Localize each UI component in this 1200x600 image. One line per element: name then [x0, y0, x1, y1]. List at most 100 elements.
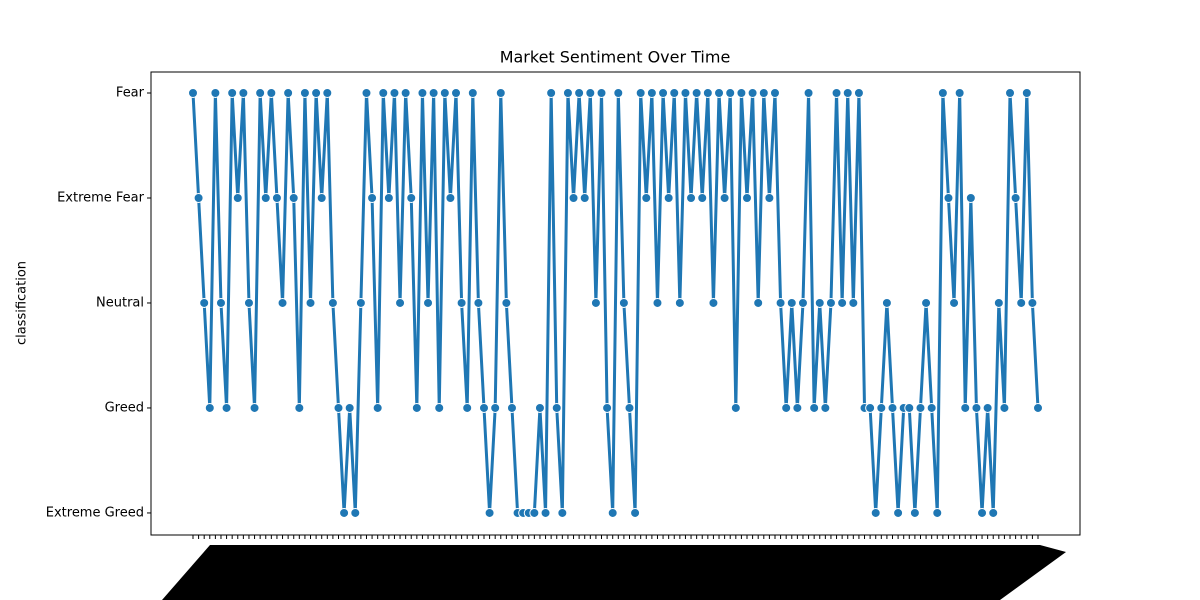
point	[243, 297, 254, 308]
point	[260, 192, 271, 203]
point	[451, 87, 462, 98]
point	[921, 297, 932, 308]
point	[478, 402, 489, 413]
point	[299, 87, 310, 98]
x-tick-labels-illegible	[162, 545, 1066, 600]
point	[579, 192, 590, 203]
point	[837, 297, 848, 308]
point	[266, 87, 277, 98]
point	[378, 87, 389, 98]
point	[680, 87, 691, 98]
chart-title: Market Sentiment Over Time	[500, 48, 731, 67]
point	[954, 87, 965, 98]
point	[641, 192, 652, 203]
y-tick-label: Greed	[105, 400, 144, 415]
series-line	[191, 92, 1040, 515]
point	[372, 402, 383, 413]
point	[473, 297, 484, 308]
point	[344, 402, 355, 413]
point	[881, 297, 892, 308]
point	[831, 87, 842, 98]
point	[322, 87, 333, 98]
point	[288, 192, 299, 203]
point	[1010, 192, 1021, 203]
point	[199, 297, 210, 308]
point	[232, 192, 243, 203]
point	[383, 192, 394, 203]
point	[574, 87, 585, 98]
point	[311, 87, 322, 98]
point	[1005, 87, 1016, 98]
point	[742, 192, 753, 203]
point	[215, 297, 226, 308]
y-tick-label: Extreme Greed	[46, 505, 144, 520]
point	[1016, 297, 1027, 308]
point	[283, 87, 294, 98]
point	[249, 402, 260, 413]
point	[540, 507, 551, 518]
point	[876, 402, 887, 413]
point	[277, 297, 288, 308]
point	[915, 402, 926, 413]
point	[361, 87, 372, 98]
point	[949, 297, 960, 308]
point	[887, 402, 898, 413]
point	[714, 87, 725, 98]
point	[971, 402, 982, 413]
point	[809, 402, 820, 413]
point	[1033, 402, 1043, 413]
point	[389, 87, 400, 98]
point	[977, 507, 988, 518]
point	[764, 192, 775, 203]
point	[596, 87, 607, 98]
axes-frame	[150, 71, 1081, 536]
point	[943, 192, 954, 203]
point	[803, 87, 814, 98]
point	[853, 87, 864, 98]
point	[227, 87, 238, 98]
point	[490, 402, 501, 413]
point	[557, 507, 568, 518]
point	[960, 402, 971, 413]
point	[590, 297, 601, 308]
point	[736, 87, 747, 98]
y-tick-label: Neutral	[96, 295, 144, 310]
point	[339, 507, 350, 518]
point	[842, 87, 853, 98]
point	[506, 402, 517, 413]
y-tick-label: Fear	[116, 85, 145, 100]
point	[792, 402, 803, 413]
point	[730, 402, 741, 413]
point	[546, 87, 557, 98]
point	[271, 192, 282, 203]
point	[663, 192, 674, 203]
point	[988, 507, 999, 518]
point	[797, 297, 808, 308]
point	[495, 87, 506, 98]
point	[786, 297, 797, 308]
point	[221, 402, 232, 413]
point	[316, 192, 327, 203]
point	[630, 507, 641, 518]
point	[188, 87, 198, 98]
point	[635, 87, 646, 98]
point	[607, 507, 618, 518]
point	[691, 87, 702, 98]
point	[686, 192, 697, 203]
point	[367, 192, 378, 203]
point	[501, 297, 512, 308]
point	[355, 297, 366, 308]
point	[747, 87, 758, 98]
point	[428, 87, 439, 98]
point	[865, 402, 876, 413]
point	[814, 297, 825, 308]
point	[820, 402, 831, 413]
point	[937, 87, 948, 98]
point	[238, 87, 249, 98]
point	[702, 87, 713, 98]
point	[618, 297, 629, 308]
point	[904, 402, 915, 413]
point	[333, 402, 344, 413]
